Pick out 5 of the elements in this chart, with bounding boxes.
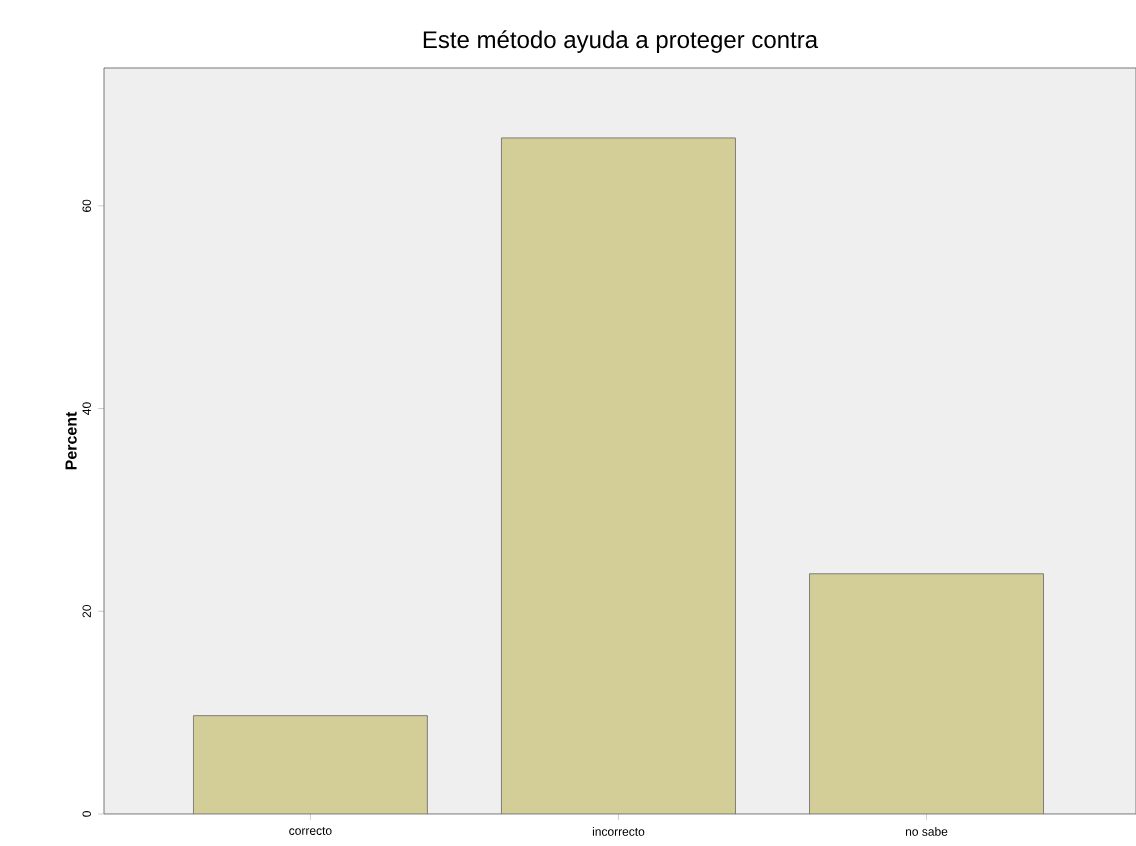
bar: [809, 573, 1044, 814]
y-axis-title: Percent: [65, 411, 77, 470]
chart-title: Este método ayuda a proteger contra: [423, 30, 819, 53]
bar: [501, 137, 736, 814]
bar: [193, 715, 428, 814]
